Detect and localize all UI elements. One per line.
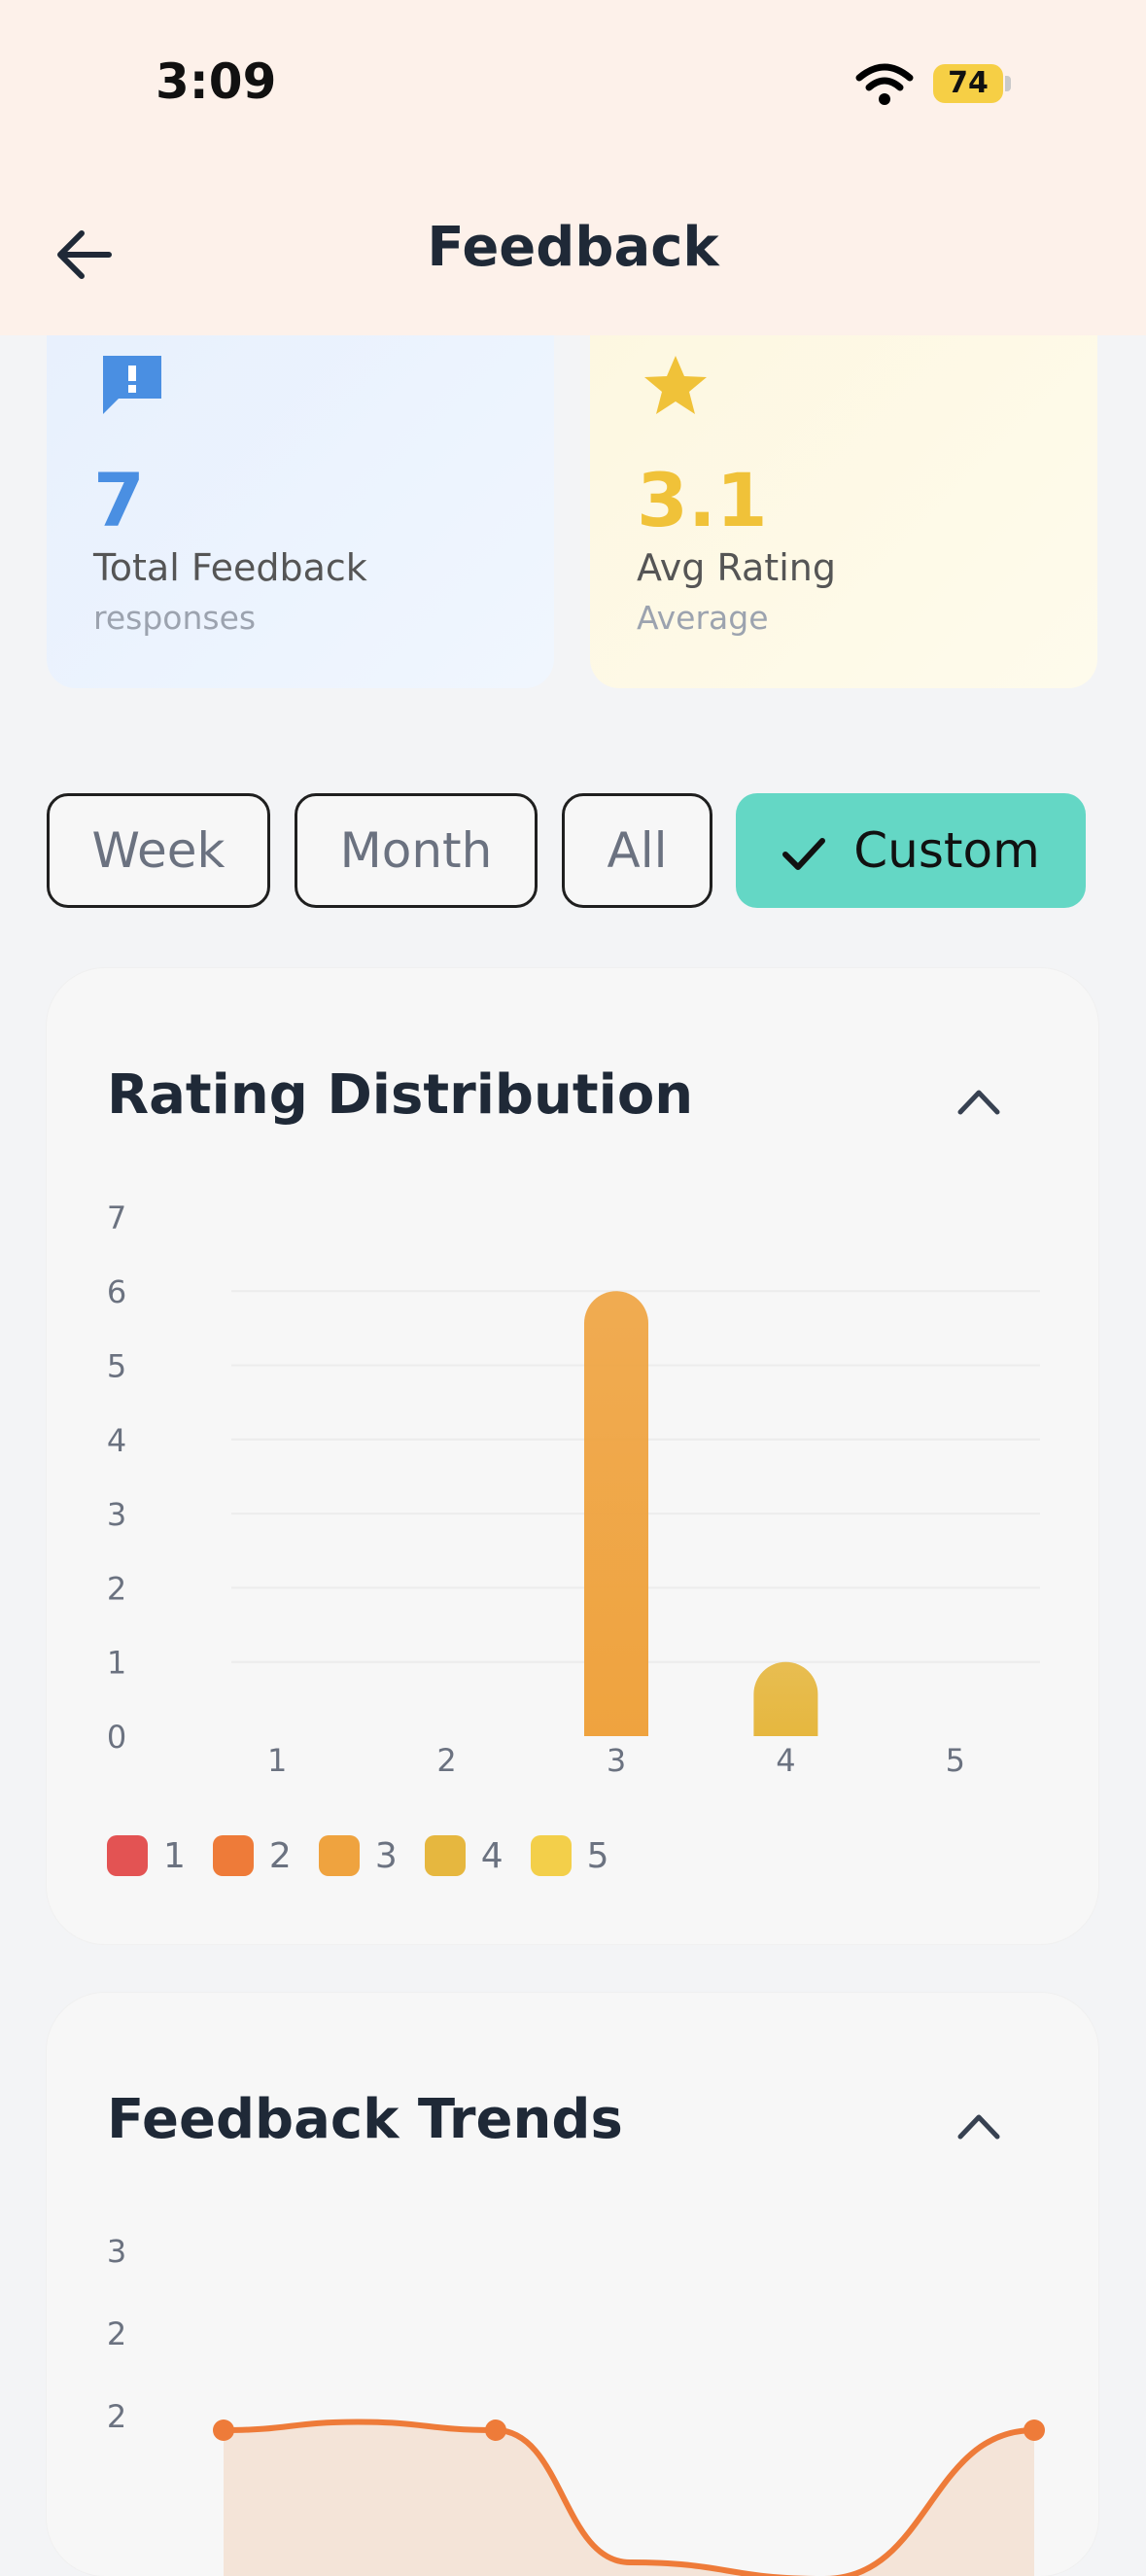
x-tick-label: 5 [946,1742,965,1779]
y-tick-label: 6 [107,1273,126,1310]
check-icon [781,835,826,874]
legend-label: 3 [375,1836,398,1876]
legend-item: 3 [319,1835,398,1876]
total-feedback-value: 7 [93,457,145,543]
y-tick-label: 0 [107,1719,126,1756]
legend-swatch [531,1835,572,1876]
x-tick-label: 3 [607,1742,626,1779]
filter-all[interactable]: All [562,793,712,908]
rating-bar-chart: 0 1 2 3 4 5 6 7 1 2 3 4 5 [47,968,1098,1944]
legend-label: 5 [587,1836,609,1876]
x-tick-label: 4 [776,1742,795,1779]
page-title: Feedback [0,216,1146,279]
legend-swatch [425,1835,466,1876]
avg-rating-value: 3.1 [637,457,768,543]
total-feedback-card: 7 Total Feedback responses [47,292,554,688]
filter-week[interactable]: Week [47,793,270,908]
legend-label: 4 [481,1836,504,1876]
y-tick-label: 2 [107,2315,126,2352]
legend-swatch [107,1835,148,1876]
legend-item: 1 [107,1835,186,1876]
y-tick-label: 3 [107,2233,126,2270]
y-tick-label: 2 [107,1570,126,1607]
x-tick-label: 2 [436,1742,456,1779]
y-tick-label: 5 [107,1348,126,1385]
battery-indicator: 74 [933,64,1003,103]
trend-area-chart: 3 2 2 [47,1993,1098,2576]
avg-rating-card: 3.1 Avg Rating Average [590,292,1097,688]
legend-item: 4 [425,1835,504,1876]
trend-point[interactable] [1024,2419,1045,2441]
filter-custom[interactable]: Custom [736,793,1086,908]
legend-item: 2 [213,1835,292,1876]
y-tick-label: 1 [107,1645,126,1682]
bar-rating-4[interactable] [753,1662,817,1736]
trend-area-fill [224,2422,1034,2576]
total-feedback-sub: responses [93,599,256,637]
total-feedback-label: Total Feedback [93,546,367,589]
trend-point[interactable] [485,2419,506,2441]
legend-item: 5 [531,1835,609,1876]
status-time: 3:09 [156,53,276,110]
y-tick-label: 4 [107,1422,126,1459]
legend-swatch [213,1835,254,1876]
trend-point[interactable] [213,2419,234,2441]
avg-rating-label: Avg Rating [637,546,836,589]
wifi-icon [855,60,914,109]
legend-label: 1 [163,1836,186,1876]
y-tick-label: 2 [107,2398,126,2435]
legend-swatch [319,1835,360,1876]
battery-tip [1005,76,1011,91]
filter-custom-label: Custom [853,822,1040,879]
y-tick-label: 3 [107,1496,126,1533]
star-icon [641,350,711,420]
chart-legend: 1 2 3 4 5 [107,1835,637,1876]
x-tick-label: 1 [267,1742,287,1779]
top-bar: 3:09 74 Feedback [0,0,1146,335]
avg-rating-sub: Average [637,599,769,637]
filter-month[interactable]: Month [295,793,538,908]
bar-rating-3[interactable] [584,1291,648,1736]
feedback-icon [97,350,167,420]
legend-label: 2 [269,1836,292,1876]
y-tick-label: 7 [107,1200,126,1236]
